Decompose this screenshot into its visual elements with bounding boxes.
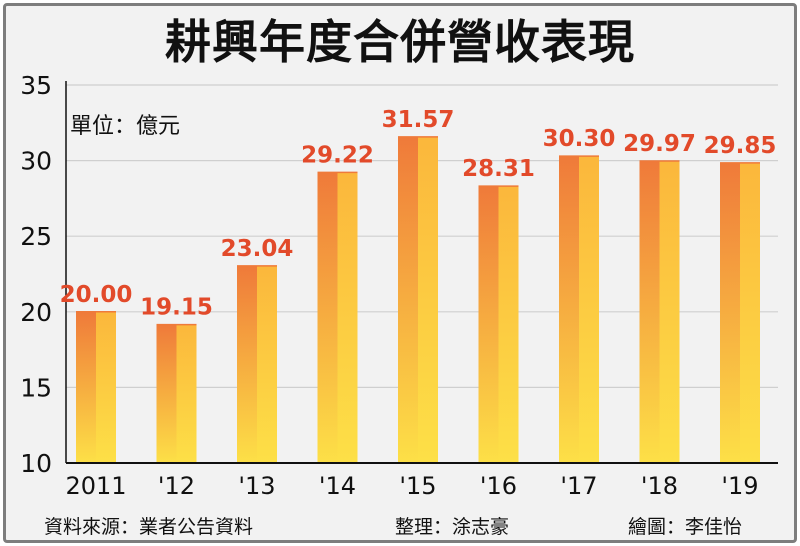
axes <box>65 81 778 464</box>
bar-right-half <box>418 136 438 463</box>
y-tick-label: 25 <box>20 222 52 251</box>
bars <box>76 136 760 464</box>
bar-right-half <box>257 265 277 463</box>
x-tick-label: '17 <box>560 472 597 500</box>
x-tick-label: '12 <box>158 472 195 500</box>
bar-right-half <box>659 161 680 464</box>
y-tick-label: 30 <box>20 147 52 176</box>
x-tick-label: '18 <box>641 472 678 500</box>
value-label: 29.97 <box>623 131 696 157</box>
source-note: 資料來源：業者公告資料 <box>44 516 254 538</box>
value-label: 29.22 <box>301 142 374 168</box>
x-tick-label: '19 <box>721 472 758 500</box>
bar-left-half <box>317 172 338 463</box>
labels: 10 15 20 25 30 35 20.00 2011 19.15 '12 23.04 '13 29.… <box>20 71 776 500</box>
bar-right-half <box>176 324 197 463</box>
bar-left-half <box>559 156 579 463</box>
y-tick-label: 15 <box>20 373 52 402</box>
compiler-note: 整理：涂志豪 <box>395 516 510 538</box>
bar-left-half <box>720 162 740 464</box>
bar-right-half <box>740 162 760 464</box>
x-tick-label: '13 <box>238 472 275 500</box>
y-tick-label: 10 <box>20 449 52 478</box>
bar-left-half <box>398 136 418 463</box>
bar-right-half <box>498 186 519 463</box>
x-tick-label: '15 <box>399 472 436 500</box>
value-label: 28.31 <box>462 156 535 182</box>
y-tick-label: 35 <box>20 71 52 100</box>
unit-label: 單位：億元 <box>70 114 181 139</box>
x-tick-label: '14 <box>319 472 356 500</box>
x-tick-label: '16 <box>480 472 517 500</box>
bar-left-half <box>639 161 660 464</box>
bar-right-half <box>579 156 599 463</box>
value-label: 29.85 <box>704 133 777 159</box>
bar-right-half <box>96 311 116 463</box>
bar-left-half <box>156 324 177 463</box>
value-label: 19.15 <box>140 295 213 321</box>
bar-left-half <box>76 311 96 463</box>
x-tick-label: 2011 <box>65 472 126 500</box>
bar-right-half <box>337 172 358 463</box>
illustrator-note: 繪圖：李佳怡 <box>628 516 743 538</box>
value-label: 31.57 <box>382 107 455 133</box>
chart-title: 耕興年度合併營收表現 <box>165 15 635 69</box>
y-tick-label: 20 <box>20 298 52 327</box>
value-label: 23.04 <box>221 236 294 262</box>
value-label: 30.30 <box>543 126 616 152</box>
bar-left-half <box>478 186 499 463</box>
bar-left-half <box>237 265 257 463</box>
value-label: 20.00 <box>60 282 133 308</box>
